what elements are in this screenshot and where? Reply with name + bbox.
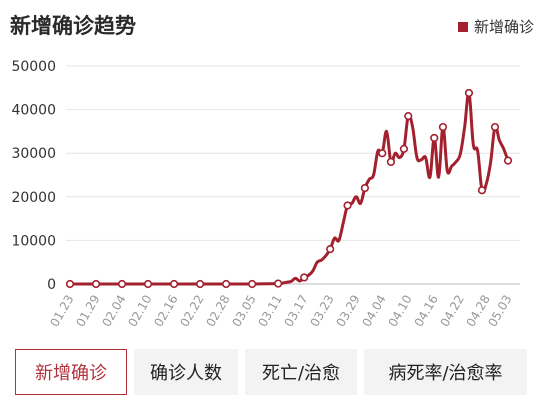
chart-legend: 新增确诊 xyxy=(457,16,534,37)
data-point-marker xyxy=(248,279,257,289)
chart-title: 新增确诊趋势 xyxy=(10,14,136,38)
data-point-marker xyxy=(464,88,474,98)
data-point-marker xyxy=(503,156,513,165)
tab-fatality-recovery-rate[interactable]: 病死率/治愈率 xyxy=(364,349,527,395)
tab-total-confirmed[interactable]: 确诊人数 xyxy=(134,349,238,395)
data-point-marker xyxy=(300,273,309,282)
data-point-marker xyxy=(430,133,439,143)
y-tick-label: 10000 xyxy=(11,233,56,249)
data-point-marker xyxy=(490,122,500,132)
x-tick-label: 02.10 xyxy=(125,293,154,330)
metric-tabs: 新增确诊 确诊人数 死亡/治愈 病死率/治愈率 xyxy=(15,349,535,395)
x-tick-label: 04.10 xyxy=(386,293,415,330)
x-tick-label: 02.22 xyxy=(177,293,206,330)
y-tick-label: 40000 xyxy=(11,103,56,119)
data-point-marker xyxy=(404,112,413,121)
x-tick-label: 03.29 xyxy=(334,293,363,330)
x-tick-label: 03.17 xyxy=(281,293,310,330)
x-tick-label: 04.04 xyxy=(360,293,389,330)
data-point-marker xyxy=(438,122,448,132)
y-tick-label: 30000 xyxy=(11,146,56,162)
x-tick-label: 03.11 xyxy=(255,293,284,330)
data-point-marker xyxy=(222,279,231,289)
x-tick-label: 02.04 xyxy=(99,293,128,330)
data-point-marker xyxy=(169,279,179,289)
y-tick-label: 50000 xyxy=(11,59,56,75)
y-tick-label: 0 xyxy=(47,277,56,293)
data-point-marker xyxy=(274,279,283,288)
x-tick-label: 02.28 xyxy=(203,293,232,330)
data-point-marker xyxy=(399,144,409,153)
data-point-marker xyxy=(91,279,101,289)
data-point-marker xyxy=(117,279,127,289)
data-point-marker xyxy=(343,201,352,210)
legend-swatch xyxy=(457,21,468,32)
data-point-marker xyxy=(378,149,387,158)
data-point-marker xyxy=(195,279,205,289)
x-tick-label: 01.23 xyxy=(47,293,76,330)
data-point-marker xyxy=(360,183,369,193)
x-tick-label: 03.23 xyxy=(307,293,336,330)
series-line-new-confirmed xyxy=(68,91,510,286)
y-tick-label: 20000 xyxy=(11,190,56,206)
legend-label: 新增确诊 xyxy=(473,18,534,36)
x-tick-label: 02.16 xyxy=(151,293,180,330)
data-point-marker xyxy=(477,186,487,195)
x-tick-label: 01.29 xyxy=(73,293,102,330)
x-tick-label: 04.16 xyxy=(412,293,441,330)
data-point-marker xyxy=(386,157,396,167)
tab-deaths-recoveries[interactable]: 死亡/治愈 xyxy=(245,349,357,395)
x-tick-label: 04.22 xyxy=(438,293,467,330)
data-point-marker xyxy=(326,245,335,254)
data-point-marker xyxy=(143,279,153,289)
tab-new-confirmed[interactable]: 新增确诊 xyxy=(15,349,127,395)
data-point-marker xyxy=(65,279,75,289)
x-tick-label: 03.05 xyxy=(229,293,258,330)
